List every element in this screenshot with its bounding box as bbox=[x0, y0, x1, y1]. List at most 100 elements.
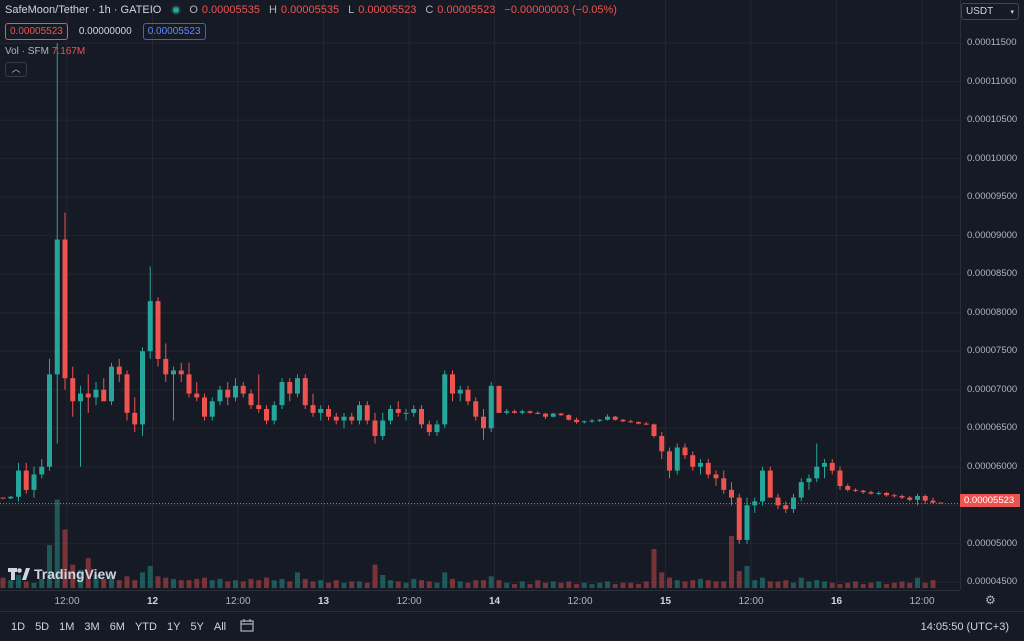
sell-button[interactable]: 0.00005523 bbox=[5, 23, 68, 40]
chart-canvas[interactable] bbox=[0, 0, 960, 590]
time-tick-label: 16 bbox=[830, 596, 843, 607]
volume-bar bbox=[240, 581, 246, 588]
volume-bar bbox=[729, 536, 734, 588]
price-chart[interactable] bbox=[0, 0, 960, 590]
volume-bar bbox=[907, 582, 913, 588]
settings-gear-icon[interactable]: ⚙ bbox=[985, 593, 996, 607]
time-tick-label: 12:00 bbox=[909, 596, 935, 607]
volume-bar bbox=[891, 582, 897, 588]
candle-body bbox=[8, 496, 14, 499]
range-button-3m[interactable]: 3M bbox=[84, 620, 100, 633]
candle-body bbox=[643, 423, 649, 425]
candle-body bbox=[16, 470, 21, 497]
volume-bar bbox=[109, 575, 114, 588]
candle-body bbox=[101, 389, 107, 402]
volume-bar bbox=[496, 580, 502, 588]
candle-body bbox=[318, 408, 324, 413]
candle-body bbox=[202, 397, 207, 417]
range-button-5d[interactable]: 5D bbox=[35, 620, 50, 633]
volume-bar bbox=[876, 581, 882, 588]
volume-bar bbox=[760, 577, 765, 588]
range-button-1m[interactable]: 1M bbox=[59, 620, 75, 633]
volume-bar bbox=[620, 582, 626, 588]
price-tick-label: 0.00005000 bbox=[967, 537, 1018, 549]
candle-body bbox=[225, 389, 231, 398]
candle-body bbox=[54, 239, 60, 375]
price-tick-label: 0.00007000 bbox=[967, 383, 1018, 395]
candle-body bbox=[78, 393, 83, 402]
collapse-legend-button[interactable]: ︿ bbox=[5, 62, 27, 77]
price-tick-label: 0.00006000 bbox=[967, 460, 1018, 472]
last-price-label: 0.00005523 bbox=[960, 494, 1020, 507]
volume-bar bbox=[419, 580, 424, 588]
volume-bar bbox=[783, 580, 789, 588]
candle-body bbox=[426, 424, 432, 433]
candle-body bbox=[535, 412, 541, 414]
volume-bar bbox=[93, 575, 99, 588]
candle-body bbox=[860, 490, 866, 493]
chart-legend: SafeMoon/Tether · 1h · GATEIO O 0.0000553… bbox=[5, 4, 622, 16]
volume-bar bbox=[527, 584, 533, 588]
volume-bar bbox=[581, 582, 587, 588]
candle-body bbox=[473, 401, 479, 417]
volume-bar bbox=[225, 581, 231, 588]
range-button-5y[interactable]: 5Y bbox=[190, 620, 204, 633]
volume-bar bbox=[899, 581, 905, 588]
volume-bar bbox=[403, 582, 409, 588]
volume-bar bbox=[651, 549, 657, 588]
volume-bar bbox=[434, 582, 440, 588]
range-button-1y[interactable]: 1Y bbox=[166, 620, 181, 633]
volume-bar bbox=[31, 582, 37, 588]
volume-bar bbox=[178, 580, 184, 588]
clock-timezone[interactable]: 14:05:50 (UTC+3) bbox=[920, 620, 1009, 633]
time-axis[interactable]: 12:00 12 12:00 13 12:00 14 12:00 15 12:00 16 12:00 bbox=[0, 590, 960, 611]
volume-bar bbox=[279, 578, 285, 588]
candle-body bbox=[411, 408, 417, 413]
volume-bar bbox=[163, 577, 169, 588]
candle-body bbox=[682, 447, 688, 456]
candle-body bbox=[767, 470, 773, 498]
candle-body bbox=[922, 496, 928, 501]
time-tick-label: 12:00 bbox=[225, 596, 251, 607]
volume-bar bbox=[915, 577, 920, 588]
candle-body bbox=[930, 500, 936, 503]
candle-body bbox=[876, 492, 882, 494]
volume-bar bbox=[744, 565, 750, 588]
symbol-title[interactable]: SafeMoon/Tether · 1h · GATEIO bbox=[5, 4, 162, 16]
candle-body bbox=[636, 422, 641, 424]
time-tick-label: 12 bbox=[146, 596, 159, 607]
volume-bar bbox=[78, 569, 83, 588]
volume-bar bbox=[922, 582, 928, 588]
price-tick-label: 0.00010500 bbox=[967, 114, 1018, 126]
range-button-all[interactable]: All bbox=[213, 620, 227, 633]
range-button-1d[interactable]: 1D bbox=[11, 620, 26, 633]
volume-bar bbox=[310, 581, 316, 588]
currency-select[interactable]: USDT ▾ bbox=[961, 3, 1019, 20]
candle-body bbox=[140, 351, 145, 425]
volume-bar bbox=[504, 582, 510, 588]
candle-body bbox=[233, 385, 238, 398]
candle-body bbox=[326, 408, 331, 417]
candle-body bbox=[194, 393, 200, 398]
range-button-6m[interactable]: 6M bbox=[109, 620, 125, 633]
volume-bar bbox=[349, 581, 355, 588]
volume-bar bbox=[202, 577, 207, 588]
volume-bar bbox=[16, 575, 21, 588]
volume-bar bbox=[426, 581, 432, 588]
candle-body bbox=[163, 358, 169, 375]
candle-body bbox=[271, 405, 277, 421]
volume-bar bbox=[326, 582, 331, 588]
range-button-ytd[interactable]: YTD bbox=[134, 620, 157, 633]
buy-button[interactable]: 0.00005523 bbox=[142, 23, 206, 40]
candle-body bbox=[853, 489, 858, 491]
candle-body bbox=[419, 408, 424, 425]
volume-bar bbox=[798, 577, 804, 588]
volume-bar bbox=[372, 564, 378, 588]
date-range-calendar-icon[interactable] bbox=[240, 618, 254, 635]
volume-bar bbox=[23, 581, 29, 588]
currency-value: USDT bbox=[966, 6, 994, 17]
open-value: 0.00005535 bbox=[201, 4, 260, 16]
candle-body bbox=[85, 393, 91, 398]
volume-bar bbox=[248, 578, 254, 588]
candle-body bbox=[558, 413, 564, 416]
